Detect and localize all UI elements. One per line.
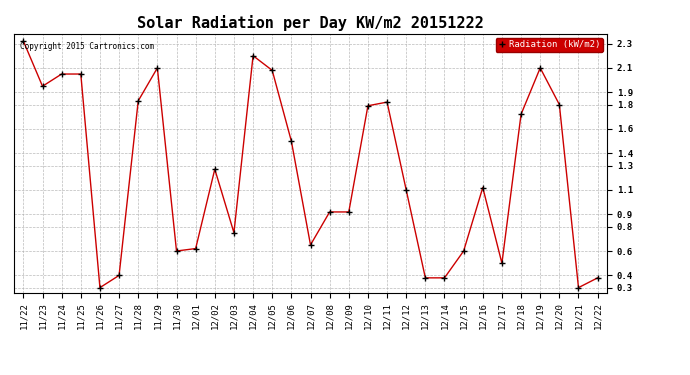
Radiation (kW/m2) [593, 276, 602, 280]
Radiation (kW/m2) [383, 100, 391, 104]
Radiation (kW/m2) [230, 231, 238, 235]
Radiation (kW/m2) [153, 66, 161, 70]
Radiation (kW/m2) [440, 276, 449, 280]
Radiation (kW/m2) [555, 102, 564, 107]
Radiation (kW/m2) [77, 72, 85, 76]
Radiation (kW/m2) [268, 68, 277, 73]
Line: Radiation (kW/m2): Radiation (kW/m2) [21, 38, 600, 290]
Radiation (kW/m2) [344, 210, 353, 214]
Radiation (kW/m2) [364, 104, 372, 108]
Radiation (kW/m2) [497, 261, 506, 266]
Radiation (kW/m2) [172, 249, 181, 253]
Text: Copyright 2015 Cartronics.com: Copyright 2015 Cartronics.com [20, 42, 154, 51]
Radiation (kW/m2) [536, 66, 544, 70]
Radiation (kW/m2) [306, 243, 315, 247]
Title: Solar Radiation per Day KW/m2 20151222: Solar Radiation per Day KW/m2 20151222 [137, 15, 484, 31]
Radiation (kW/m2) [19, 39, 28, 44]
Radiation (kW/m2) [479, 185, 487, 190]
Radiation (kW/m2) [326, 210, 334, 214]
Legend: Radiation (kW/m2): Radiation (kW/m2) [496, 38, 603, 52]
Radiation (kW/m2) [115, 273, 124, 278]
Radiation (kW/m2) [39, 84, 47, 88]
Radiation (kW/m2) [96, 285, 104, 290]
Radiation (kW/m2) [210, 167, 219, 171]
Radiation (kW/m2) [249, 54, 257, 58]
Radiation (kW/m2) [421, 276, 429, 280]
Radiation (kW/m2) [402, 188, 411, 192]
Radiation (kW/m2) [460, 249, 468, 253]
Radiation (kW/m2) [287, 139, 295, 143]
Radiation (kW/m2) [574, 285, 582, 290]
Radiation (kW/m2) [134, 99, 142, 103]
Radiation (kW/m2) [57, 72, 66, 76]
Radiation (kW/m2) [517, 112, 525, 117]
Radiation (kW/m2) [192, 246, 200, 251]
